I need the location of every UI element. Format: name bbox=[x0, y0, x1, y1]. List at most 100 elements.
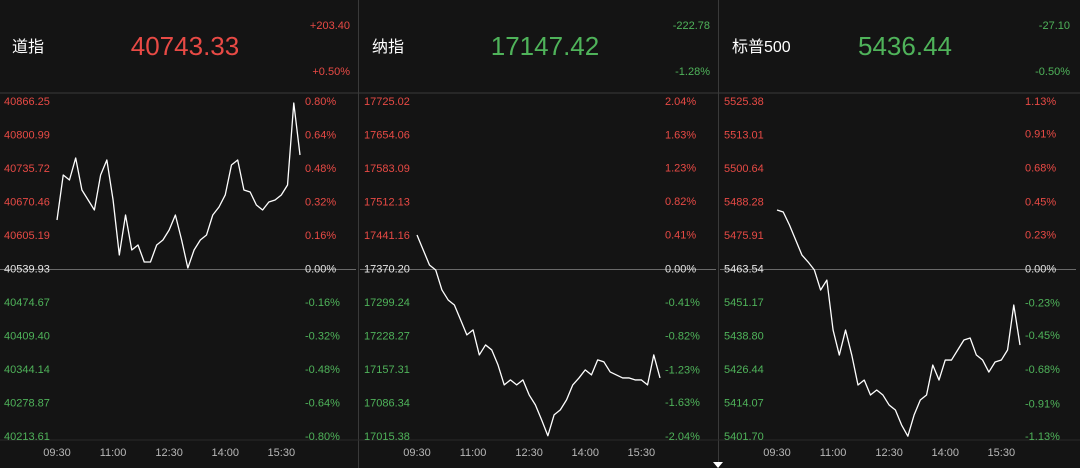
y-tick-label: 17299.24 bbox=[364, 297, 410, 309]
x-tick-label: 12:30 bbox=[515, 447, 543, 459]
y-tick-label: 40735.72 bbox=[4, 163, 50, 175]
index-name: 标普500 bbox=[732, 38, 791, 56]
y-tick-label: 40474.67 bbox=[4, 297, 50, 309]
x-tick-label: 11:00 bbox=[460, 447, 487, 459]
index-change: +203.40 bbox=[310, 20, 350, 32]
y-tick-label: 5426.44 bbox=[724, 364, 764, 376]
y-tick-label: 17725.02 bbox=[364, 96, 410, 108]
y-tick-label: 5438.80 bbox=[724, 330, 764, 342]
y2-tick-label: 0.16% bbox=[305, 230, 336, 242]
index-price: 17147.42 bbox=[491, 31, 599, 61]
y-tick-label: 5463.54 bbox=[724, 263, 764, 275]
y-tick-label: 5401.70 bbox=[724, 431, 764, 443]
y2-tick-label: 1.63% bbox=[665, 130, 696, 142]
y-tick-label: 17583.09 bbox=[364, 163, 410, 175]
y2-tick-label: -0.23% bbox=[1025, 297, 1060, 309]
y-tick-label: 40670.46 bbox=[4, 196, 50, 208]
y2-tick-label: 0.23% bbox=[1025, 229, 1056, 241]
x-tick-label: 11:00 bbox=[100, 447, 127, 459]
y-tick-label: 17015.38 bbox=[364, 431, 410, 443]
y2-tick-label: 1.13% bbox=[1025, 96, 1056, 108]
x-tick-label: 14:00 bbox=[931, 447, 959, 459]
y2-tick-label: -0.48% bbox=[305, 364, 340, 376]
y-tick-label: 40344.14 bbox=[4, 364, 50, 376]
y-tick-label: 5513.01 bbox=[724, 129, 764, 141]
y-tick-label: 17370.20 bbox=[364, 263, 410, 275]
y2-tick-label: 0.00% bbox=[1025, 263, 1056, 275]
y-tick-label: 17512.13 bbox=[364, 196, 410, 208]
price-line bbox=[776, 209, 1021, 437]
y2-tick-label: 0.48% bbox=[305, 163, 336, 175]
y2-tick-label: -2.04% bbox=[665, 431, 700, 443]
y2-tick-label: 0.45% bbox=[1025, 197, 1056, 209]
y-tick-label: 5500.64 bbox=[724, 163, 764, 175]
index-change-percent: -0.50% bbox=[1035, 66, 1070, 78]
y-tick-label: 40800.99 bbox=[4, 129, 50, 141]
y-tick-label: 5475.91 bbox=[724, 230, 764, 242]
index-change: -222.78 bbox=[673, 20, 710, 32]
y2-tick-label: 0.32% bbox=[305, 196, 336, 208]
y-tick-label: 17654.06 bbox=[364, 129, 410, 141]
y-tick-label: 5414.07 bbox=[724, 397, 764, 409]
y-tick-label: 5525.38 bbox=[724, 96, 764, 108]
x-tick-label: 09:30 bbox=[403, 447, 431, 459]
x-tick-label: 15:30 bbox=[628, 447, 656, 459]
y-tick-label: 40605.19 bbox=[4, 230, 50, 242]
y2-tick-label: 0.91% bbox=[1025, 129, 1056, 141]
y-tick-label: 5451.17 bbox=[724, 297, 764, 309]
x-tick-label: 14:00 bbox=[571, 447, 599, 459]
x-tick-label: 12:30 bbox=[155, 447, 183, 459]
index-change-percent: +0.50% bbox=[312, 66, 350, 78]
x-tick-label: 09:30 bbox=[43, 447, 71, 459]
y2-tick-label: -0.32% bbox=[305, 330, 340, 342]
y-tick-label: 40409.40 bbox=[4, 330, 50, 342]
y2-tick-label: -0.41% bbox=[665, 297, 700, 309]
y2-tick-label: -1.63% bbox=[665, 397, 700, 409]
y2-tick-label: 0.64% bbox=[305, 129, 336, 141]
x-tick-label: 11:00 bbox=[820, 447, 847, 459]
y-tick-label: 40213.61 bbox=[4, 431, 50, 443]
y-tick-label: 17228.27 bbox=[364, 330, 410, 342]
x-tick-label: 12:30 bbox=[875, 447, 903, 459]
y2-tick-label: -0.82% bbox=[665, 331, 700, 343]
y2-tick-label: 0.00% bbox=[305, 263, 336, 275]
index-price: 40743.33 bbox=[131, 31, 239, 61]
y2-tick-label: -1.23% bbox=[665, 364, 700, 376]
y-tick-label: 17441.16 bbox=[364, 230, 410, 242]
x-tick-label: 14:00 bbox=[211, 447, 239, 459]
index-change-percent: -1.28% bbox=[675, 66, 710, 78]
index-price: 5436.44 bbox=[858, 31, 952, 61]
price-line bbox=[416, 234, 661, 437]
y2-tick-label: -0.80% bbox=[305, 431, 340, 443]
y-tick-label: 17086.34 bbox=[364, 397, 410, 409]
x-tick-label: 15:30 bbox=[988, 447, 1016, 459]
y2-tick-label: 1.23% bbox=[665, 162, 696, 174]
y2-tick-label: 0.82% bbox=[665, 196, 696, 208]
y-tick-label: 40866.25 bbox=[4, 96, 50, 108]
y2-tick-label: -1.13% bbox=[1025, 431, 1060, 443]
index-name: 道指 bbox=[12, 38, 44, 56]
y-tick-label: 40278.87 bbox=[4, 397, 50, 409]
index-name: 纳指 bbox=[372, 38, 404, 56]
x-tick-label: 09:30 bbox=[763, 447, 791, 459]
y2-tick-label: -0.68% bbox=[1025, 364, 1060, 376]
price-line bbox=[56, 102, 301, 269]
y2-tick-label: 0.68% bbox=[1025, 163, 1056, 175]
y-tick-label: 5488.28 bbox=[724, 196, 764, 208]
y2-tick-label: -0.16% bbox=[305, 297, 340, 309]
y2-tick-label: 0.00% bbox=[665, 263, 696, 275]
y-tick-label: 40539.93 bbox=[4, 263, 50, 275]
y2-tick-label: 0.41% bbox=[665, 230, 696, 242]
y2-tick-label: -0.64% bbox=[305, 397, 340, 409]
x-tick-label: 15:30 bbox=[268, 447, 296, 459]
y-tick-label: 17157.31 bbox=[364, 364, 410, 376]
y2-tick-label: -0.45% bbox=[1025, 330, 1060, 342]
scroll-indicator bbox=[713, 462, 723, 468]
y2-tick-label: 2.04% bbox=[665, 96, 696, 108]
y2-tick-label: 0.80% bbox=[305, 96, 336, 108]
y2-tick-label: -0.91% bbox=[1025, 398, 1060, 410]
index-change: -27.10 bbox=[1039, 20, 1070, 32]
